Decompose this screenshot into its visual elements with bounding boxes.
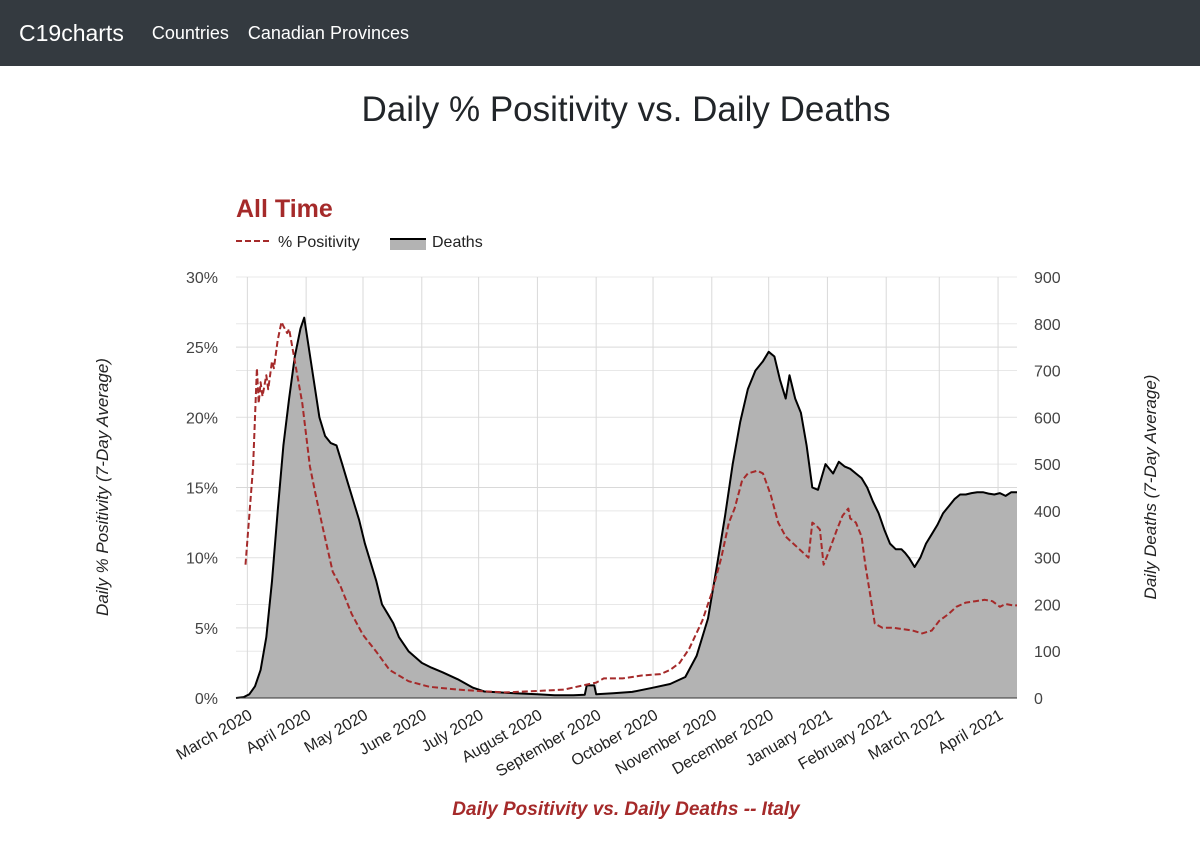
legend-positivity-label: % Positivity (278, 234, 360, 251)
y-right-tick-label: 700 (1034, 364, 1061, 381)
y-left-tick-label: 15% (186, 481, 218, 498)
x-axis-title: Daily Positivity vs. Daily Deaths -- Ita… (452, 799, 801, 820)
y-left-tick-label: 30% (186, 270, 218, 287)
y-right-tick-label: 800 (1034, 317, 1061, 334)
y-right-tick-label: 0 (1034, 691, 1043, 708)
page-title: Daily % Positivity vs. Daily Deaths (361, 90, 891, 129)
legend-deaths-swatch (390, 238, 426, 250)
y-right-tick-label: 200 (1034, 597, 1061, 614)
y-right-axis-title: Daily Deaths (7-Day Average) (1141, 375, 1160, 600)
chart-title: All Time (236, 195, 333, 223)
nav-link-canadian-provinces[interactable]: Canadian Provinces (247, 22, 409, 43)
x-tick-label: June 2020 (357, 707, 430, 759)
legend: % Positivity Deaths (236, 234, 483, 251)
legend-deaths-label: Deaths (432, 234, 483, 251)
y-left-tick-label: 10% (186, 551, 218, 568)
navbar: C19charts Countries Canadian Provinces (0, 0, 1200, 66)
x-tick-label: April 2020 (243, 707, 314, 758)
y-left-tick-label: 5% (195, 621, 218, 638)
brand-link[interactable]: C19charts (19, 19, 124, 46)
x-tick-label: November 2020 (613, 707, 720, 779)
y-right-tick-label: 600 (1034, 410, 1061, 427)
deaths-line (235, 316, 1017, 699)
positivity-line (244, 320, 1017, 694)
nav-link-countries[interactable]: Countries (151, 22, 229, 43)
y-right-tick-label: 100 (1034, 644, 1061, 661)
y-left-tick-label: 20% (186, 410, 218, 427)
y-right-tick-label: 300 (1034, 551, 1061, 568)
x-tick-label: December 2020 (670, 707, 777, 779)
x-tick-label: April 2021 (935, 707, 1006, 758)
y-left-axis-title: Daily % Positivity (7-Day Average) (93, 358, 112, 616)
y-left-tick-label: 25% (186, 340, 218, 357)
x-tick-label: March 2020 (174, 707, 256, 764)
y-left-tick-label: 0% (195, 691, 218, 708)
y-right-tick-label: 500 (1034, 457, 1061, 474)
y-right-tick-label: 900 (1034, 270, 1061, 287)
y-right-tick-label: 400 (1034, 504, 1061, 521)
deaths-area (236, 317, 1017, 698)
